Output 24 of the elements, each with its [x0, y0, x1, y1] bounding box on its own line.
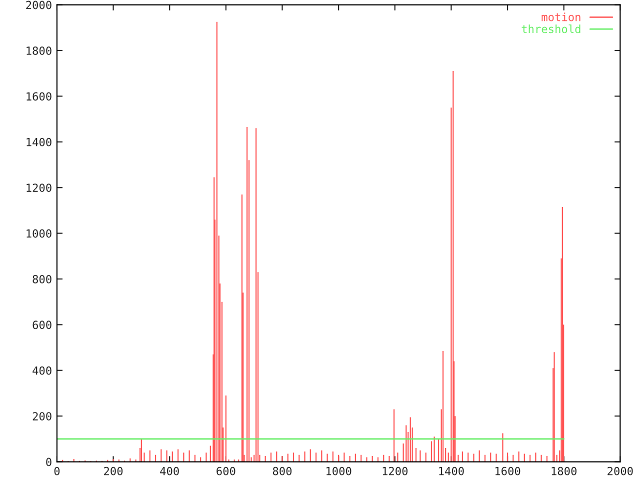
y-tick-label: 0 — [46, 458, 52, 466]
y-tick-label: 400 — [32, 366, 52, 375]
x-tick-label: 1400 — [439, 466, 464, 476]
y-tick-label: 1600 — [26, 92, 52, 101]
x-tick-label: 600 — [216, 466, 236, 476]
y-tick-label: 1200 — [26, 184, 52, 192]
x-tick-label: 800 — [272, 466, 292, 476]
y-tick-label: 200 — [32, 412, 52, 420]
y-tick-label: 1400 — [26, 138, 52, 146]
y-tick-label: 1800 — [26, 46, 52, 55]
x-tick-label: 0 — [54, 466, 60, 476]
x-tick-label: 1200 — [382, 466, 408, 476]
y-tick-label: 800 — [32, 274, 52, 284]
x-tick-label: 400 — [160, 466, 179, 476]
y-tick-label: 2000 — [26, 0, 52, 10]
x-tick-label: 200 — [104, 466, 123, 476]
x-tick-label: 1600 — [495, 466, 520, 476]
x-tick-label: 1800 — [552, 466, 576, 476]
y-tick-label: 600 — [32, 320, 52, 330]
x-tick-label: 2000 — [608, 466, 633, 476]
legend-label: motion — [542, 12, 580, 22]
x-tick-label: 1000 — [326, 466, 352, 476]
y-tick-label: 1000 — [26, 229, 52, 238]
legend-label: threshold — [522, 24, 580, 34]
